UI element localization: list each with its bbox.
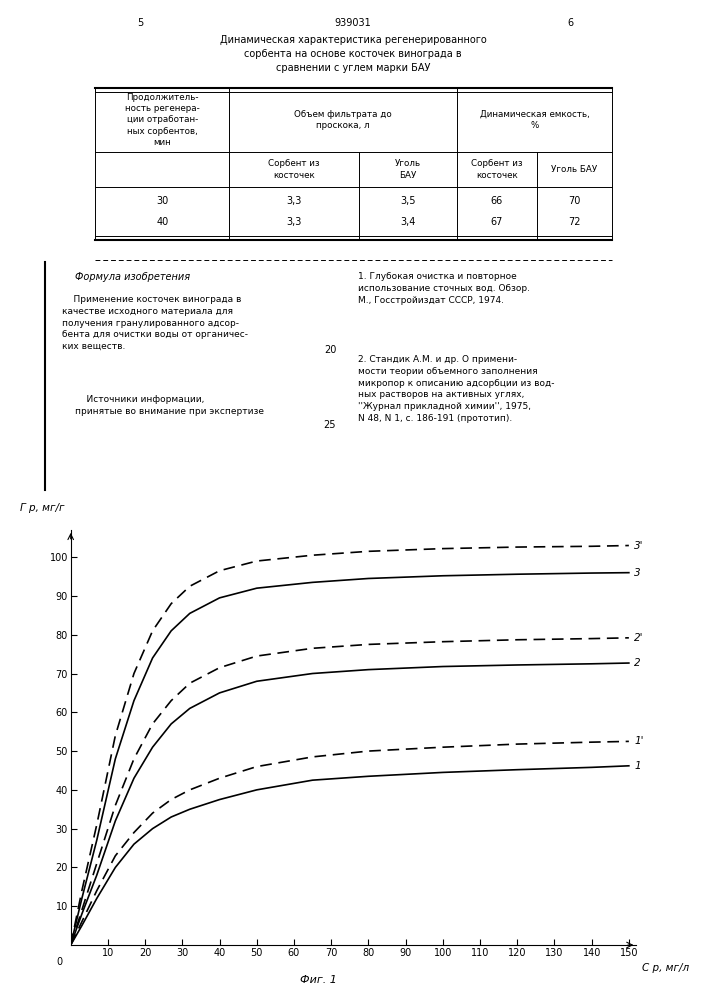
Text: 0: 0: [56, 957, 62, 967]
Text: 66: 66: [491, 196, 503, 206]
Text: С р, мг/л: С р, мг/л: [642, 963, 689, 973]
Text: 3,3: 3,3: [286, 217, 302, 227]
Text: Уголь БАУ: Уголь БАУ: [551, 165, 597, 174]
Text: 2': 2': [634, 633, 644, 643]
Text: 1': 1': [634, 736, 644, 746]
Text: 3,5: 3,5: [400, 196, 416, 206]
Text: Объем фильтрата до
проскока, л: Объем фильтрата до проскока, л: [294, 110, 392, 130]
Text: 939031: 939031: [334, 18, 371, 28]
Text: 5: 5: [137, 18, 143, 28]
Text: 1. Глубокая очистка и повторное
использование сточных вод. Обзор.
М., Госстройиз: 1. Глубокая очистка и повторное использо…: [358, 272, 530, 305]
Text: 70: 70: [568, 196, 580, 206]
Text: 30: 30: [156, 196, 168, 206]
Text: 25: 25: [324, 420, 337, 430]
Text: 3,3: 3,3: [286, 196, 302, 206]
Text: 6: 6: [567, 18, 573, 28]
Text: Уголь
БАУ: Уголь БАУ: [395, 159, 421, 180]
Text: 3': 3': [634, 541, 644, 551]
Text: 3,4: 3,4: [400, 217, 416, 227]
Text: Формула изобретения: Формула изобретения: [75, 272, 190, 282]
Text: 40: 40: [156, 217, 168, 227]
Text: 20: 20: [324, 345, 337, 355]
Text: 3: 3: [634, 568, 641, 578]
Text: 2. Стандик А.М. и др. О примени-
мости теории объемного заполнения
микропор к оп: 2. Стандик А.М. и др. О примени- мости т…: [358, 355, 554, 423]
Text: Применение косточек винограда в
качестве исходного материала для
получения грану: Применение косточек винограда в качестве…: [62, 295, 248, 351]
Text: Г р, мг/г: Г р, мг/г: [20, 503, 64, 513]
Text: 72: 72: [568, 217, 580, 227]
Text: Сорбент из
косточек: Сорбент из косточек: [268, 159, 320, 180]
Text: 2: 2: [634, 658, 641, 668]
Text: Фиг. 1: Фиг. 1: [300, 975, 337, 985]
Text: 67: 67: [491, 217, 503, 227]
Text: Сорбент из
косточек: Сорбент из косточек: [471, 159, 522, 180]
Text: Продолжитель-
ность регенера-
ции отработан-
ных сорбентов,
мин: Продолжитель- ность регенера- ции отрабо…: [125, 93, 199, 147]
Text: Источники информации,
принятые во внимание при экспертизе: Источники информации, принятые во вниман…: [75, 395, 264, 416]
Text: Динамическая характеристика регенерированного
сорбента на основе косточек виногр: Динамическая характеристика регенерирова…: [220, 35, 486, 73]
Text: 1: 1: [634, 761, 641, 771]
Text: Динамическая емкость,
%: Динамическая емкость, %: [479, 110, 590, 130]
